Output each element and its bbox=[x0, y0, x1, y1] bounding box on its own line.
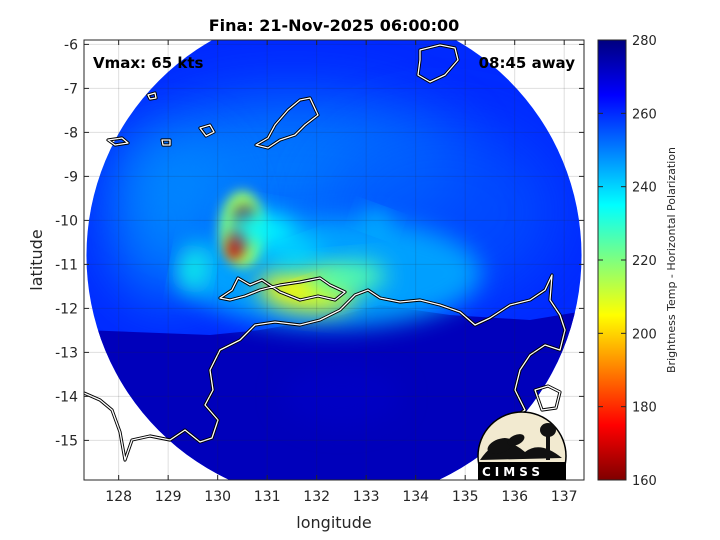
feature-band-central bbox=[272, 242, 322, 269]
colorbar-tick-label: 220 bbox=[632, 254, 657, 269]
colorbar: 160 180 200 220 240 260 280 Brightness Temp - … bbox=[597, 34, 678, 489]
colorbar-tick-label: 180 bbox=[632, 401, 657, 416]
x-tick-label: 133 bbox=[353, 489, 380, 505]
colorbar-tick-label: 160 bbox=[632, 474, 657, 489]
feature-rainband-green bbox=[306, 261, 387, 294]
y-axis: -6 -7 -8 -9 -10 -11 -12 -13 -14 -15 bbox=[55, 37, 584, 449]
coastlines-white bbox=[84, 44, 566, 461]
x-axis: 128 129 130 131 132 133 134 135 136 137 bbox=[105, 40, 578, 505]
x-tick-label: 130 bbox=[204, 489, 231, 505]
y-tick-label: -15 bbox=[55, 433, 78, 449]
colorbar-tick-label: 260 bbox=[632, 107, 657, 122]
colorbar-tick-label: 280 bbox=[632, 34, 657, 49]
feature-land-cold-area bbox=[281, 366, 402, 427]
x-tick-label: 134 bbox=[402, 489, 429, 505]
y-tick-label: -13 bbox=[55, 345, 78, 361]
y-tick-label: -12 bbox=[55, 301, 78, 317]
x-tick-label: 136 bbox=[501, 489, 528, 505]
time-away-annotation: 08:45 away bbox=[479, 54, 576, 72]
y-tick-label: -14 bbox=[55, 389, 78, 405]
chart-title: Fina: 21-Nov-2025 06:00:00 bbox=[209, 16, 460, 35]
y-tick-label: -10 bbox=[55, 213, 78, 229]
feature-band-west bbox=[180, 245, 206, 293]
x-tick-label: 129 bbox=[155, 489, 182, 505]
y-tick-label: -6 bbox=[64, 37, 78, 53]
swath-image bbox=[86, 40, 582, 480]
feature-band-northeast bbox=[362, 211, 390, 230]
y-tick-label: -8 bbox=[64, 125, 78, 141]
water-tower-icon bbox=[540, 423, 556, 437]
x-tick-label: 135 bbox=[452, 489, 479, 505]
svg-text:CIMSS: CIMSS bbox=[482, 465, 544, 479]
x-tick-label: 128 bbox=[105, 489, 132, 505]
feature-band-northwest bbox=[226, 210, 298, 248]
x-tick-label: 131 bbox=[254, 489, 281, 505]
x-tick-label: 132 bbox=[303, 489, 330, 505]
colorbar-tick-label: 200 bbox=[632, 327, 657, 342]
colorbar-tick-label: 240 bbox=[632, 181, 657, 196]
colorbar-title: Brightness Temp - Horizontal Polarizatio… bbox=[665, 147, 678, 373]
cimss-logo: CIMSS bbox=[477, 411, 567, 480]
y-axis-title: latitude bbox=[27, 229, 46, 290]
vmax-annotation: Vmax: 65 kts bbox=[93, 54, 203, 72]
satellite-dish-icon bbox=[487, 438, 513, 454]
axes-frame bbox=[83, 39, 585, 481]
y-tick-label: -7 bbox=[64, 81, 78, 97]
y-tick-label: -11 bbox=[55, 257, 78, 273]
x-tick-label: 137 bbox=[551, 489, 578, 505]
x-axis-title: longitude bbox=[296, 513, 371, 532]
y-tick-label: -9 bbox=[64, 169, 78, 185]
